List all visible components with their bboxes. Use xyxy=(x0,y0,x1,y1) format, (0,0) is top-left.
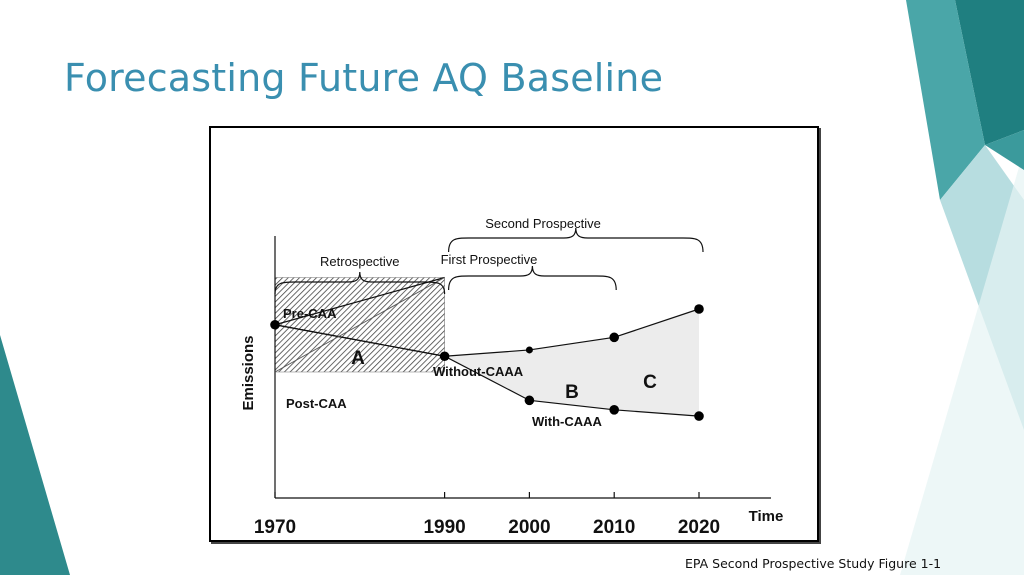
pre-caa-diagonal xyxy=(274,277,445,373)
brace-retrospective xyxy=(274,271,446,295)
region-label-b: B xyxy=(565,382,579,403)
x-tick-label: 1970 xyxy=(254,517,296,538)
data-point xyxy=(694,411,704,421)
axes-layer: 1970 1990 2000 2010 2020 Time Emissions xyxy=(240,236,783,538)
label-without-caaa: Without-CAAA xyxy=(433,364,524,379)
period-label-second-prospective: Second Prospective xyxy=(485,216,601,231)
x-tick-label: 2010 xyxy=(593,517,635,538)
region-label-a: A xyxy=(351,348,365,369)
data-point xyxy=(609,405,619,415)
braces-layer: Retrospective First Prospective Second Pro… xyxy=(274,216,704,295)
x-axis-title: Time xyxy=(749,508,784,525)
period-label-first-prospective: First Prospective xyxy=(441,252,538,267)
label-with-caaa: With-CAAA xyxy=(532,414,603,429)
data-point xyxy=(525,346,533,354)
series-layer xyxy=(270,276,704,421)
x-tick-label: 2020 xyxy=(678,517,720,538)
data-point xyxy=(694,304,704,314)
x-tick-label: 2000 xyxy=(508,517,550,538)
x-tick-label: 1990 xyxy=(423,517,465,538)
data-point xyxy=(524,395,535,406)
brace-second-prospective xyxy=(448,227,704,253)
figure-caption: EPA Second Prospective Study Figure 1-1 xyxy=(685,556,942,571)
region-label-c: C xyxy=(643,372,657,393)
deco-right-teal-mid xyxy=(906,0,985,200)
deco-right-teal-faint xyxy=(900,150,1024,575)
data-point xyxy=(439,351,450,362)
data-point xyxy=(270,319,280,330)
deco-left-triangle xyxy=(0,335,70,575)
data-point xyxy=(609,332,619,343)
page-title: Forecasting Future AQ Baseline xyxy=(64,56,664,100)
chart-frame: 1970 1990 2000 2010 2020 Time Emissions Retros… xyxy=(209,126,819,542)
period-label-retrospective: Retrospective xyxy=(320,254,399,269)
label-pre-caa: Pre-CAA xyxy=(283,306,337,321)
label-post-caa: Post-CAA xyxy=(286,396,347,411)
brace-first-prospective xyxy=(448,265,617,291)
labels-layer: Pre-CAA Post-CAA Without-CAAA With-CAAA A B C xyxy=(283,306,657,429)
emissions-chart: 1970 1990 2000 2010 2020 Time Emissions Retros… xyxy=(240,216,783,538)
deco-right-stripe xyxy=(985,130,1024,170)
y-axis-title: Emissions xyxy=(240,335,257,410)
series-line-pre-caa xyxy=(274,276,445,326)
deco-right-teal-dark xyxy=(955,0,1024,145)
